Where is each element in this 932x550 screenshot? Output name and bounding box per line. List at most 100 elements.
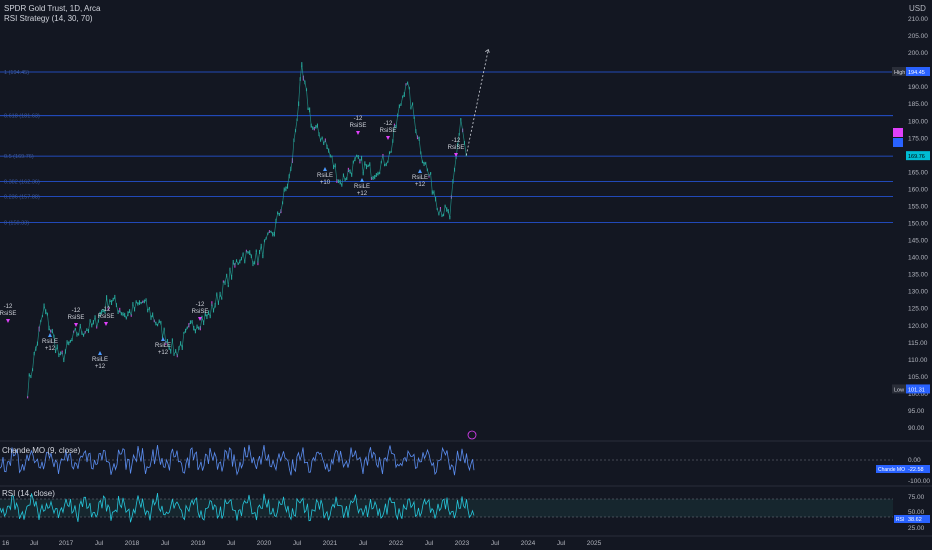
chande-value-badge (906, 465, 930, 473)
fib-level-label: 1 (194.45) (4, 70, 29, 76)
price-axis-tick: 160.00 (908, 186, 928, 193)
fib-level-label: 0.5 (169.76) (4, 154, 34, 160)
fib-level-label: 0 (150.33) (4, 220, 29, 226)
price-axis-tick: 105.00 (908, 374, 928, 381)
trade-marker-qty: +12 (357, 191, 368, 197)
trade-marker-qty: +12 (158, 350, 169, 356)
short-arrow-icon (6, 319, 10, 323)
rsi-axis-tick: 50.00 (908, 509, 925, 516)
time-axis-tick: 2018 (125, 540, 140, 547)
trade-marker-label: RsiSE (68, 315, 85, 321)
trade-marker-label: RsiSE (98, 314, 115, 320)
price-axis-tick: 150.00 (908, 221, 928, 228)
trade-marker-qty: +12 (95, 364, 106, 370)
projection-line (465, 49, 489, 156)
projection-arrow (485, 49, 490, 53)
short-arrow-icon (104, 322, 108, 326)
time-axis-tick: 2017 (59, 540, 74, 547)
event-flag-icon[interactable] (467, 430, 477, 440)
short-arrow-icon (454, 153, 458, 157)
trade-marker-label: RsiSE (448, 145, 465, 151)
price-axis-tick: 155.00 (908, 203, 928, 210)
time-axis-tick: 2023 (455, 540, 470, 547)
short-arrow-icon (356, 131, 360, 135)
chande-axis-tick: 0.00 (908, 457, 921, 464)
low-value-badge (906, 384, 930, 394)
trade-marker-label: RsiLE (42, 339, 58, 345)
strategy-title: RSI Strategy (14, 30, 70) (4, 14, 93, 23)
time-axis-tick: 2022 (389, 540, 404, 547)
short-arrow-icon (386, 136, 390, 140)
last-price-value: 169.76 (908, 154, 925, 160)
short-arrow-icon (198, 317, 202, 321)
time-axis-tick: 2019 (191, 540, 206, 547)
trade-marker-qty: -12 (384, 121, 393, 127)
high-badge-label: High (894, 70, 905, 76)
low-badge-label: Low (894, 387, 904, 393)
price-axis-tick: 125.00 (908, 306, 928, 313)
rsi-badge-label: RSI (896, 517, 904, 523)
price-axis-tick: 135.00 (908, 272, 928, 279)
long-arrow-icon (323, 167, 327, 171)
trade-marker-qty: -12 (72, 308, 81, 314)
short-arrow-icon (74, 323, 78, 327)
time-axis-tick: Jul (557, 540, 566, 547)
chande-series-line (0, 444, 475, 476)
rsi-band (0, 499, 893, 517)
price-axis-tick: 190.00 (908, 84, 928, 91)
fib-level-label: 0.236 (157.88) (4, 195, 40, 201)
high-value-badge (906, 66, 930, 76)
trade-marker-label: RsiSE (192, 309, 209, 315)
long-arrow-icon (360, 178, 364, 182)
trade-marker-qty: -12 (354, 116, 363, 122)
price-axis-tick: 175.00 (908, 135, 928, 142)
time-axis-tick: Jul (359, 540, 368, 547)
trade-marker-label: RsiLE (92, 357, 108, 363)
rsi-badge-value: 38.62 (908, 517, 922, 523)
price-axis-tick: 185.00 (908, 101, 928, 108)
trade-marker-label: RsiLE (155, 343, 171, 349)
symbol-title: SPDR Gold Trust, 1D, Arca (4, 4, 101, 13)
time-axis-tick: Jul (227, 540, 236, 547)
trade-marker-qty: +10 (320, 180, 331, 186)
high-badge (892, 66, 906, 76)
rsi-axis-tick: 75.00 (908, 494, 925, 501)
rsi-title: RSI (14, close) (2, 489, 55, 498)
trade-marker-label: RsiLE (354, 184, 370, 190)
price-axis-tick: 100.00 (908, 391, 928, 398)
price-axis-tick: 95.00 (908, 408, 925, 415)
fib-level-label: 0.618 (181.63) (4, 114, 40, 120)
position-badge (893, 138, 903, 147)
time-axis-tick: Jul (425, 540, 434, 547)
long-arrow-icon (418, 169, 422, 173)
price-axis-tick: 200.00 (908, 50, 928, 57)
rsi-axis-tick: 25.00 (908, 525, 925, 532)
currency-label: USD (909, 4, 926, 13)
time-axis-tick: 2025 (587, 540, 602, 547)
low-badge (892, 384, 906, 394)
time-axis-tick: 16 (2, 540, 10, 547)
price-axis-tick: 120.00 (908, 323, 928, 330)
time-axis-tick: Jul (95, 540, 104, 547)
chande-badge-value: -22.58 (908, 467, 924, 473)
time-axis-tick: 2024 (521, 540, 536, 547)
time-axis-tick: 2020 (257, 540, 272, 547)
rsi-badge (894, 515, 906, 523)
trade-marker-label: RsiSE (0, 311, 16, 317)
rsi-series-line (0, 493, 475, 523)
price-axis-tick: 140.00 (908, 255, 928, 262)
chande-axis-tick: -100.00 (908, 478, 930, 485)
long-arrow-icon (48, 333, 52, 337)
time-axis-tick: Jul (161, 540, 170, 547)
price-axis-tick: 130.00 (908, 289, 928, 296)
trade-marker-qty: -12 (196, 302, 205, 308)
price-axis-tick: 90.00 (908, 425, 925, 432)
high-value: 194.45 (908, 70, 925, 76)
trade-marker-qty: +12 (45, 346, 56, 352)
chande-badge (876, 465, 906, 473)
trade-marker-qty: -12 (452, 138, 461, 144)
price-axis-tick: 205.00 (908, 33, 928, 40)
rsi-value-badge (906, 515, 930, 523)
